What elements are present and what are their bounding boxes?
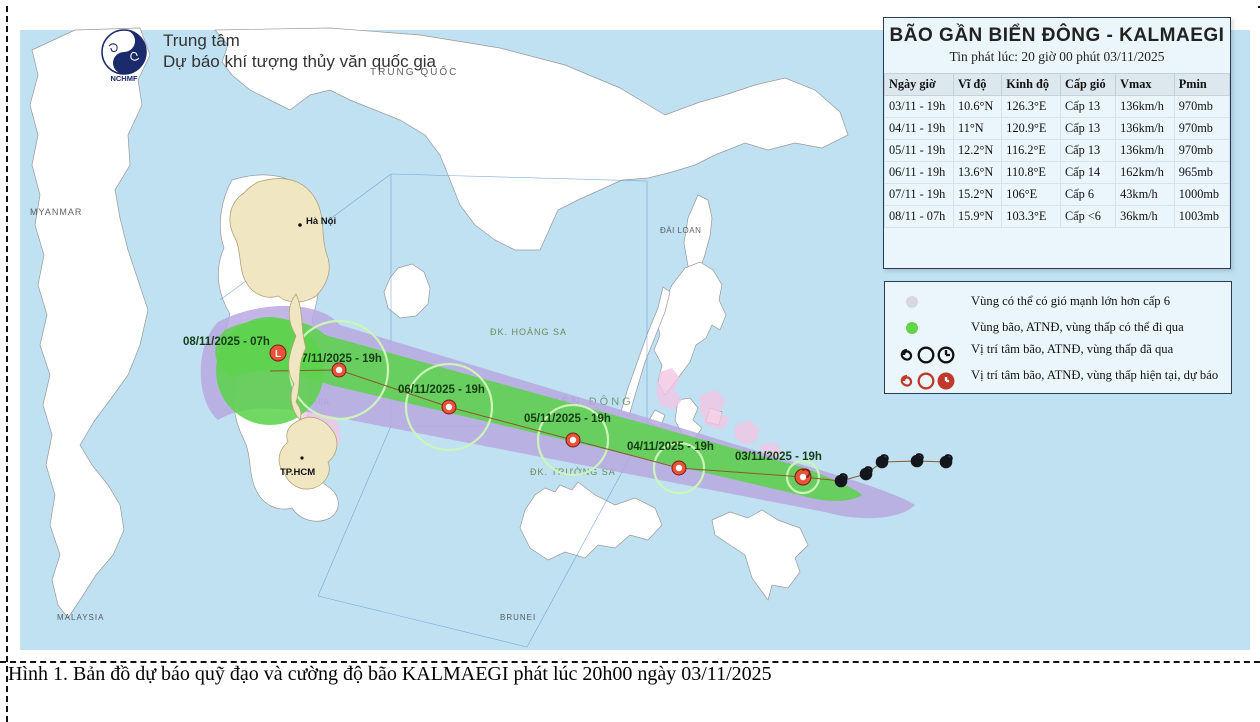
svg-text:NCHMF: NCHMF [110, 74, 137, 83]
svg-text:03/11/2025 - 19h: 03/11/2025 - 19h [735, 451, 822, 463]
svg-text:MALAYSIA: MALAYSIA [57, 613, 104, 622]
svg-text:BRUNEI: BRUNEI [500, 613, 536, 622]
svg-text:08/11/2025 - 07h: 08/11/2025 - 07h [183, 336, 270, 348]
svg-text:TP.HCM: TP.HCM [280, 467, 315, 478]
svg-text:04/11/2025 - 19h: 04/11/2025 - 19h [627, 441, 714, 453]
svg-text:L: L [275, 349, 281, 360]
svg-text:Hà Nội: Hà Nội [306, 216, 336, 227]
svg-text:07/11/2025 - 19h: 07/11/2025 - 19h [295, 353, 382, 365]
svg-text:ĐK. HOÀNG SA: ĐK. HOÀNG SA [490, 327, 567, 337]
svg-text:ĐÀI LOAN: ĐÀI LOAN [660, 226, 701, 235]
svg-text:MYANMAR: MYANMAR [30, 207, 82, 217]
svg-text:05/11/2025 - 19h: 05/11/2025 - 19h [524, 413, 611, 425]
svg-text:06/11/2025 - 19h: 06/11/2025 - 19h [398, 384, 485, 396]
